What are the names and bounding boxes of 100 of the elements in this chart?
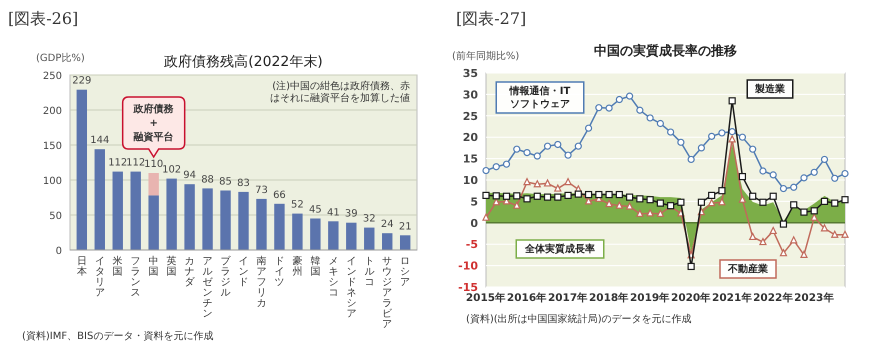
text: [図表-27] <box>456 9 526 28</box>
annotation: 政府債務 + 融資平台 <box>132 103 175 143</box>
point <box>800 208 808 216</box>
y-tick-label: 15 <box>462 152 478 166</box>
x-tick-label: 2022年 <box>753 291 794 304</box>
chart-title: 中国の実質成長率の推移 <box>594 43 737 59</box>
point <box>502 192 510 200</box>
y-tick-label: 0 <box>470 216 478 230</box>
point <box>831 230 838 238</box>
point <box>738 134 746 141</box>
point <box>770 226 777 234</box>
bar <box>310 218 321 250</box>
y-tick-label: 30 <box>462 88 478 102</box>
point <box>564 192 572 200</box>
bar <box>400 235 410 250</box>
point <box>656 210 664 217</box>
bar <box>94 149 105 250</box>
text: 情報通信・ITソフトウェア <box>508 85 570 110</box>
total-label: 83 <box>237 178 250 189</box>
point <box>534 180 541 188</box>
point <box>790 236 798 244</box>
point <box>759 167 767 175</box>
point <box>800 174 808 182</box>
x-tick-label: インド <box>238 256 248 288</box>
y-tick-label: -15 <box>458 281 478 294</box>
total-label: 110 <box>144 159 164 170</box>
x-tick-label: 2015年 <box>466 291 506 304</box>
y-axis-title: (前年同期比%) <box>452 50 520 62</box>
point <box>554 184 562 192</box>
point <box>636 210 644 217</box>
point <box>800 250 808 258</box>
point <box>677 138 684 146</box>
point <box>820 198 828 205</box>
bar <box>148 195 159 250</box>
point <box>513 146 520 153</box>
point <box>626 194 634 201</box>
y-tick-label: 35 <box>462 67 478 80</box>
bar <box>346 222 357 250</box>
total-label: 21 <box>398 221 412 232</box>
x-tick-label: ロシア <box>400 256 410 288</box>
point <box>523 195 531 202</box>
point <box>656 200 664 207</box>
point <box>574 190 582 198</box>
point <box>708 199 716 206</box>
point <box>534 152 541 160</box>
point <box>523 178 531 186</box>
point <box>616 190 623 198</box>
x-tick-label: トルコ <box>364 256 374 288</box>
point <box>749 192 756 200</box>
point <box>554 140 562 148</box>
point <box>790 201 798 208</box>
point <box>492 192 500 200</box>
point <box>677 198 684 206</box>
x-tick-label: カナダ <box>184 256 196 288</box>
bar <box>238 192 249 250</box>
point <box>820 156 828 164</box>
total-label: 229 <box>72 76 92 87</box>
point <box>574 142 582 150</box>
x-tick-label: 日本 <box>76 256 87 278</box>
y-tick-label: 50 <box>49 211 62 222</box>
point <box>831 174 838 182</box>
point <box>708 192 716 200</box>
bar <box>274 204 285 250</box>
y-tick-label: 150 <box>42 141 62 152</box>
total-label: 73 <box>255 184 268 196</box>
point <box>738 196 746 203</box>
total-label: 66 <box>273 190 286 201</box>
x-tick-label: ドイツ <box>274 256 284 288</box>
point <box>544 142 552 150</box>
bar <box>166 178 177 250</box>
y-tick-label: 5 <box>470 195 478 208</box>
point <box>841 230 849 238</box>
bar <box>220 190 231 250</box>
point <box>718 129 726 137</box>
y-tick-label: -5 <box>466 238 478 252</box>
x-tick-label: 2021年 <box>712 291 752 304</box>
point <box>584 190 592 198</box>
point <box>482 192 490 200</box>
point <box>738 172 746 180</box>
y-tick-label: 20 <box>462 131 478 144</box>
point <box>780 249 788 256</box>
x-tick-label: 南アフリカ <box>256 255 266 309</box>
total-label: 24 <box>380 219 394 230</box>
bar <box>130 172 141 250</box>
bar <box>256 198 267 250</box>
point <box>810 168 818 176</box>
bar <box>292 214 303 250</box>
point <box>810 214 818 221</box>
bar <box>364 228 374 250</box>
x-tick-label: ブラジル <box>220 255 232 298</box>
x-tick-label: 2020年 <box>671 291 712 304</box>
total-label: 39 <box>344 208 358 220</box>
total-label: 144 <box>90 135 110 146</box>
point <box>790 184 798 191</box>
point <box>482 166 490 174</box>
point <box>820 224 828 232</box>
total-label: 45 <box>309 204 322 216</box>
point <box>626 92 634 100</box>
point <box>708 132 716 140</box>
point <box>534 192 541 200</box>
